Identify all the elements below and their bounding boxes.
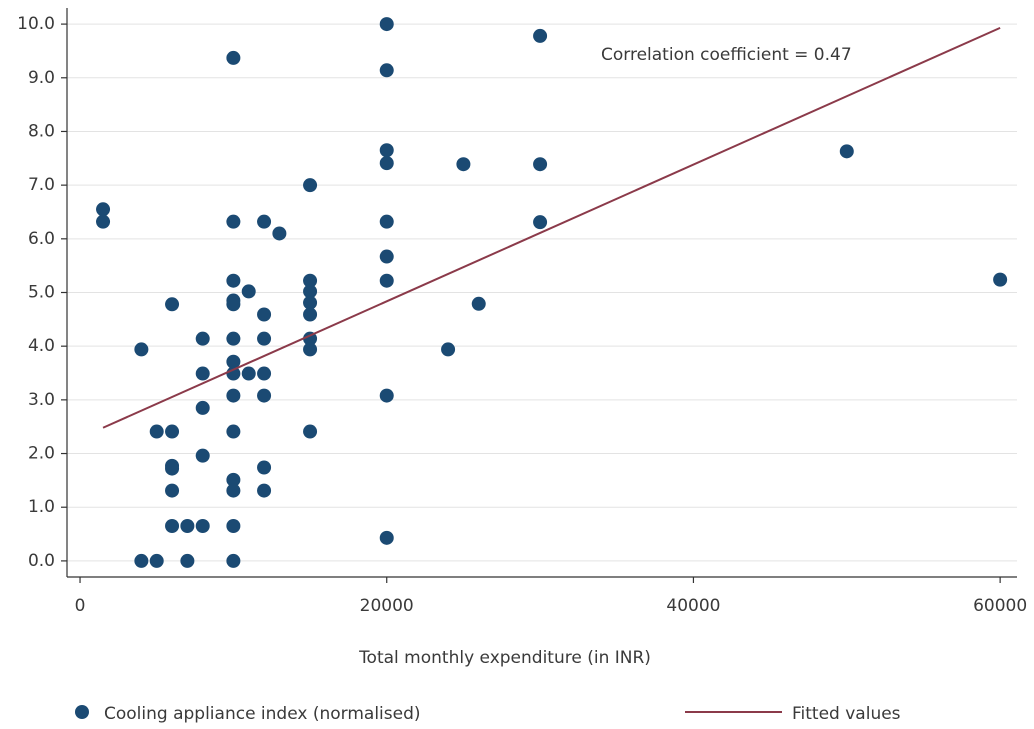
point — [303, 284, 318, 299]
point — [257, 366, 272, 381]
point — [226, 472, 241, 487]
point — [226, 553, 241, 568]
point — [379, 273, 394, 288]
x-tick-label: 0 — [75, 596, 86, 616]
point — [379, 156, 394, 171]
legend-label: Fitted values — [792, 704, 901, 724]
point — [257, 483, 272, 498]
point — [241, 284, 256, 299]
point — [165, 483, 180, 498]
point — [226, 297, 241, 312]
point — [195, 448, 210, 463]
point — [149, 424, 164, 439]
point — [379, 249, 394, 264]
point — [471, 296, 486, 311]
point — [303, 178, 318, 193]
point — [257, 460, 272, 475]
point — [134, 553, 149, 568]
point — [303, 295, 318, 310]
point — [441, 342, 456, 357]
point — [257, 388, 272, 403]
point — [195, 331, 210, 346]
point — [96, 214, 111, 229]
point — [165, 297, 180, 312]
y-tick-label: 5.0 — [28, 283, 55, 303]
point — [226, 519, 241, 534]
y-tick-label: 9.0 — [28, 68, 55, 88]
point — [379, 63, 394, 78]
point — [456, 157, 471, 172]
point — [303, 307, 318, 322]
y-tick-label: 1.0 — [28, 497, 55, 517]
fit-line — [102, 26, 1001, 429]
legend-marker — [75, 705, 89, 719]
x-tick-label: 60000 — [973, 596, 1027, 616]
point — [134, 342, 149, 357]
point — [226, 331, 241, 346]
point — [303, 424, 318, 439]
point — [839, 144, 854, 159]
point — [226, 273, 241, 288]
point — [195, 366, 210, 381]
annotation: Correlation coefficient = 0.47 — [601, 45, 852, 65]
point — [226, 366, 241, 381]
y-tick-label: 0.0 — [28, 551, 55, 571]
point — [533, 28, 548, 43]
point — [180, 519, 195, 534]
x-tick-label: 40000 — [666, 596, 720, 616]
point — [257, 307, 272, 322]
y-tick-label: 2.0 — [28, 444, 55, 464]
point — [195, 519, 210, 534]
point — [533, 157, 548, 172]
point — [226, 354, 241, 369]
point — [303, 342, 318, 357]
point — [257, 331, 272, 346]
point — [303, 273, 318, 288]
x-axis-title: Total monthly expenditure (in INR) — [358, 648, 651, 668]
point — [226, 388, 241, 403]
y-tick-label: 7.0 — [28, 175, 55, 195]
point — [379, 388, 394, 403]
point — [379, 143, 394, 158]
point — [226, 214, 241, 229]
point — [993, 272, 1008, 287]
y-tick-label: 6.0 — [28, 229, 55, 249]
point — [241, 366, 256, 381]
legend-label: Cooling appliance index (normalised) — [104, 704, 421, 724]
point — [272, 226, 287, 241]
point — [379, 17, 394, 32]
point — [379, 530, 394, 545]
point — [195, 400, 210, 415]
point — [303, 331, 318, 346]
point — [379, 214, 394, 229]
point — [226, 50, 241, 65]
point — [533, 215, 548, 230]
point — [226, 483, 241, 498]
y-tick-label: 8.0 — [28, 121, 55, 141]
point — [180, 553, 195, 568]
point — [165, 519, 180, 534]
point — [149, 553, 164, 568]
point — [257, 214, 272, 229]
point — [165, 424, 180, 439]
point — [165, 461, 180, 476]
y-tick-label: 4.0 — [28, 336, 55, 356]
y-tick-label: 10.0 — [17, 14, 55, 34]
point — [96, 202, 111, 217]
y-tick-label: 3.0 — [28, 390, 55, 410]
point — [226, 424, 241, 439]
x-tick-label: 20000 — [360, 596, 414, 616]
